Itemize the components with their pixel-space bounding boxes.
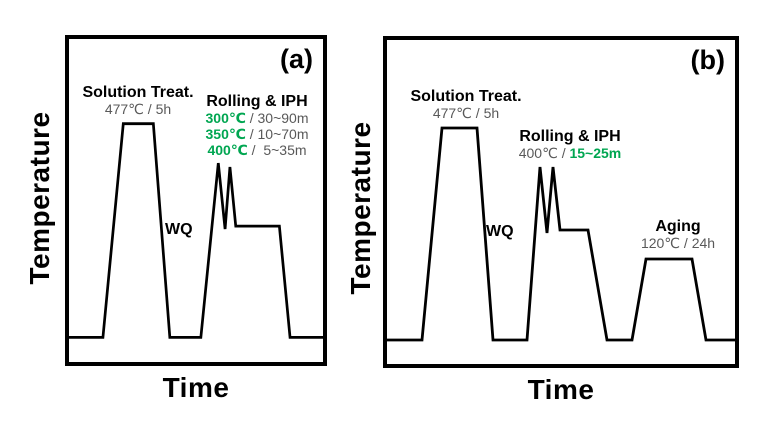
solution-treatment-detail-a: 477℃ / 5h <box>104 101 172 117</box>
rolling-iph-annotation-b: Rolling & IPH 400℃ / 15~25m <box>519 128 622 161</box>
temperature-profile-line-a <box>69 122 323 339</box>
aging-detail: 120℃ / 24h <box>640 235 716 251</box>
temperature-profile-line-b <box>387 126 735 342</box>
condition-time: / 5~35m <box>247 142 307 158</box>
panel-label-b: (b) <box>690 45 725 75</box>
x-axis-label-a: Time <box>162 372 230 403</box>
rolling-iph-title-b: Rolling & IPH <box>519 128 621 145</box>
solution-treatment-title-a: Solution Treat. <box>82 84 194 101</box>
rolling-condition-row-b: 400℃ / 15~25m <box>519 145 622 161</box>
panel-b-plot-area: (b) Solution Treat. 477℃ / 5h Rolling & … <box>383 36 739 368</box>
y-axis-label-a: Temperature <box>24 111 55 285</box>
condition-time: / 30~90m <box>245 110 309 126</box>
condition-temp: 350℃ <box>205 126 246 142</box>
solution-treatment-detail-b: 477℃ / 5h <box>432 105 500 121</box>
condition-temp: 400℃ <box>207 142 248 158</box>
aging-annotation: Aging 120℃ / 24h <box>641 218 715 251</box>
rolling-iph-annotation-a: Rolling & IPH 300℃ / 30~90m 350℃ / 10~70… <box>206 93 309 158</box>
condition-time-highlight: 15~25m <box>569 145 622 161</box>
water-quench-label-b: WQ <box>486 223 514 240</box>
solution-treatment-annotation-a: Solution Treat. 477℃ / 5h <box>82 84 193 117</box>
condition-time: / 10~70m <box>245 126 309 142</box>
condition-temp: 300℃ <box>205 110 246 126</box>
temperature-profile-svg-b <box>387 126 735 342</box>
water-quench-label-a: WQ <box>165 221 193 238</box>
solution-treatment-title-b: Solution Treat. <box>410 88 522 105</box>
panel-a-plot-area: (a) Solution Treat. 477℃ / 5h Rolling & … <box>65 35 327 366</box>
aging-title: Aging <box>655 218 701 235</box>
condition-temp: 400℃ / <box>518 145 570 161</box>
x-axis-label-b: Time <box>527 374 595 405</box>
panel-label-a: (a) <box>280 44 313 74</box>
rolling-iph-title-a: Rolling & IPH <box>206 93 308 110</box>
y-axis-label-b: Temperature <box>345 121 376 295</box>
rolling-condition-row-300: 300℃ / 30~90m <box>206 110 309 126</box>
rolling-condition-row-400: 400℃ / 5~35m <box>206 142 309 158</box>
rolling-condition-row-350: 350℃ / 10~70m <box>206 126 309 142</box>
temperature-profile-svg-a <box>69 122 323 339</box>
solution-treatment-annotation-b: Solution Treat. 477℃ / 5h <box>410 88 521 121</box>
